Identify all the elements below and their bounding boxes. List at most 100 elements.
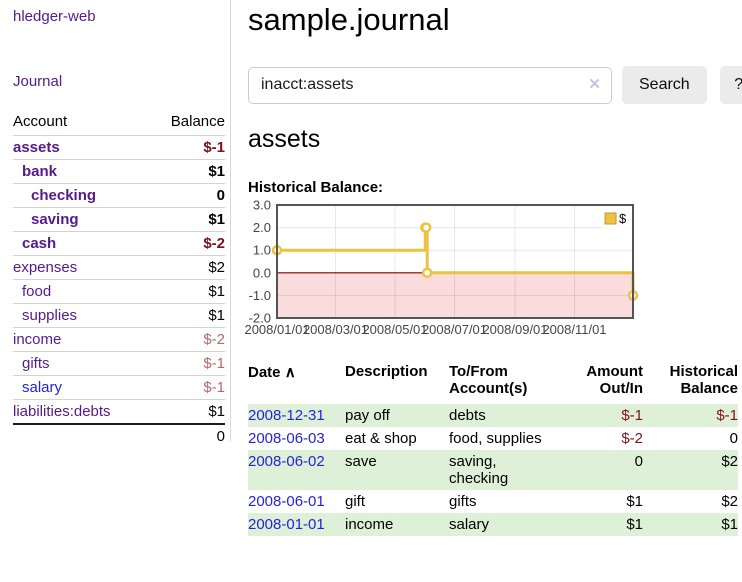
search-button[interactable]: Search bbox=[622, 66, 707, 104]
account-link[interactable]: gifts bbox=[22, 355, 50, 372]
main-content: sample.journal ✕ Search ? assets Histori… bbox=[231, 0, 742, 536]
account-row: bank $1 bbox=[13, 159, 225, 184]
transaction-accounts: debts bbox=[449, 407, 486, 424]
transaction-balance: 0 bbox=[729, 430, 738, 447]
account-balance: $1 bbox=[149, 303, 225, 328]
account-row: gifts $-1 bbox=[13, 351, 225, 376]
accounts-header-account: Account bbox=[13, 113, 68, 130]
x-axis-tick-label: 2008/07/01 bbox=[422, 322, 487, 337]
transaction-balance: $-1 bbox=[716, 407, 738, 424]
account-row: food $1 bbox=[13, 279, 225, 304]
transaction-description: gift bbox=[345, 493, 366, 510]
register-header-date[interactable]: Date ∧ bbox=[248, 361, 345, 404]
search-input-wrap: ✕ bbox=[248, 66, 612, 104]
account-link[interactable]: bank bbox=[22, 163, 58, 180]
account-balance: $2 bbox=[149, 255, 225, 280]
transaction-amount: $-1 bbox=[621, 407, 643, 424]
account-balance: $1 bbox=[149, 279, 225, 304]
y-axis-tick-label: 2.0 bbox=[253, 220, 271, 235]
account-row: expenses $2 bbox=[13, 255, 225, 280]
register-header-accounts: To/From Account(s) bbox=[449, 363, 528, 397]
transaction-accounts: food, supplies bbox=[449, 430, 542, 447]
account-row: cash $-2 bbox=[13, 231, 225, 256]
accounts-table-body: assets $-1 bank $1 checking 0 saving $1 cash $-2 e… bbox=[13, 135, 225, 424]
account-balance: 0 bbox=[149, 183, 225, 208]
y-axis-tick-label: 3.0 bbox=[253, 198, 271, 213]
sort-ascending-icon: ∧ bbox=[284, 364, 296, 381]
y-axis-tick-label: 0.0 bbox=[253, 265, 271, 280]
search-form: ✕ Search ? bbox=[248, 66, 742, 104]
account-link[interactable]: food bbox=[22, 283, 52, 300]
legend-label: $ bbox=[619, 211, 627, 226]
account-heading: assets bbox=[248, 125, 321, 153]
accounts-total-value: 0 bbox=[149, 423, 225, 448]
account-balance: $-1 bbox=[149, 375, 225, 400]
transaction-description: income bbox=[345, 516, 394, 533]
y-axis-tick-label: -1.0 bbox=[249, 288, 271, 303]
help-button[interactable]: ? bbox=[719, 66, 742, 104]
account-link[interactable]: income bbox=[13, 331, 62, 348]
accounts-total-row: 0 bbox=[13, 423, 225, 448]
accounts-table: Account Balance assets $-1 bank $1 checking 0… bbox=[13, 111, 225, 448]
register-row[interactable]: 2008-12-31 pay off debts $-1 $-1 bbox=[248, 404, 738, 427]
account-link[interactable]: cash bbox=[22, 235, 57, 252]
account-row: income $-2 bbox=[13, 327, 225, 352]
x-axis-tick-label: 2008/03/01 bbox=[303, 322, 368, 337]
y-axis-tick-label: -2.0 bbox=[249, 311, 271, 326]
register-row[interactable]: 2008-01-01 income salary $1 $1 bbox=[248, 513, 738, 536]
legend-swatch-icon bbox=[604, 212, 617, 225]
account-link[interactable]: saving bbox=[31, 211, 79, 228]
x-axis-tick-label: 2008/01/01 bbox=[244, 322, 309, 337]
account-link[interactable]: liabilities:debts bbox=[13, 403, 111, 420]
transaction-description: eat & shop bbox=[345, 430, 417, 447]
transaction-date-link[interactable]: 2008-01-01 bbox=[248, 516, 325, 533]
transaction-amount: $1 bbox=[626, 493, 643, 510]
transaction-date-link[interactable]: 2008-06-03 bbox=[248, 430, 325, 447]
account-row: assets $-1 bbox=[13, 135, 225, 160]
register-table: Date ∧ Description To/From Account(s) Am… bbox=[248, 361, 738, 536]
account-link[interactable]: supplies bbox=[22, 307, 78, 324]
sidebar-item-journal[interactable]: Journal bbox=[13, 73, 63, 90]
brand-link[interactable]: hledger-web bbox=[13, 8, 96, 25]
historical-balance-chart[interactable]: $3.0 2.0 1.0 0.0 -1.0 -2.0 2008/01/01 2008/03/0… bbox=[244, 198, 640, 341]
register-header-row: Date ∧ Description To/From Account(s) Am… bbox=[248, 361, 738, 404]
account-row: saving $1 bbox=[13, 207, 225, 232]
account-row: liabilities:debts $1 bbox=[13, 399, 225, 424]
transaction-accounts: salary bbox=[449, 516, 490, 533]
transaction-date-link[interactable]: 2008-06-02 bbox=[248, 453, 325, 470]
account-link[interactable]: salary bbox=[22, 379, 63, 396]
transaction-date-link[interactable]: 2008-06-01 bbox=[248, 493, 325, 510]
register-row[interactable]: 2008-06-02 save saving, checking 0 $2 bbox=[248, 450, 738, 490]
account-balance: $1 bbox=[149, 159, 225, 184]
x-axis-tick-label: 2008/11/01 bbox=[542, 322, 606, 337]
transaction-balance: $2 bbox=[721, 453, 738, 470]
search-input[interactable] bbox=[248, 66, 612, 104]
x-axis-tick-label: 2008/05/01 bbox=[362, 322, 427, 337]
accounts-header-balance: Balance bbox=[170, 113, 225, 130]
account-balance: $-2 bbox=[149, 231, 225, 256]
page-title: sample.journal bbox=[248, 2, 450, 37]
clear-search-icon[interactable]: ✕ bbox=[588, 75, 601, 93]
account-link[interactable]: expenses bbox=[13, 259, 78, 276]
account-row: salary $-1 bbox=[13, 375, 225, 400]
transaction-date-link[interactable]: 2008-12-31 bbox=[248, 407, 325, 424]
register-header-balance: Historical Balance bbox=[669, 363, 738, 397]
transaction-description: pay off bbox=[345, 407, 390, 424]
x-axis-tick-label: 2008/09/01 bbox=[482, 322, 547, 337]
transaction-balance: $1 bbox=[721, 516, 738, 533]
transaction-accounts: gifts bbox=[449, 493, 477, 510]
register-header-date-label: Date bbox=[248, 364, 281, 381]
account-link[interactable]: checking bbox=[31, 187, 97, 204]
account-balance: $-1 bbox=[149, 135, 225, 160]
register-header-amount: Amount Out/In bbox=[586, 363, 643, 397]
register-row[interactable]: 2008-06-03 eat & shop food, supplies $-2 0 bbox=[248, 427, 738, 450]
chart-heading: Historical Balance: bbox=[248, 179, 384, 196]
register-header-description: Description bbox=[345, 363, 428, 380]
account-balance: $-1 bbox=[149, 351, 225, 376]
y-axis-tick-label: 1.0 bbox=[253, 243, 271, 258]
register-row[interactable]: 2008-06-01 gift gifts $1 $2 bbox=[248, 490, 738, 513]
app: hledger-web Journal Account Balance asse… bbox=[13, 0, 742, 536]
register-table-body: 2008-12-31 pay off debts $-1 $-1 2008-06-03 ea… bbox=[248, 404, 738, 536]
account-link[interactable]: assets bbox=[13, 139, 60, 156]
account-balance: $1 bbox=[149, 207, 225, 232]
